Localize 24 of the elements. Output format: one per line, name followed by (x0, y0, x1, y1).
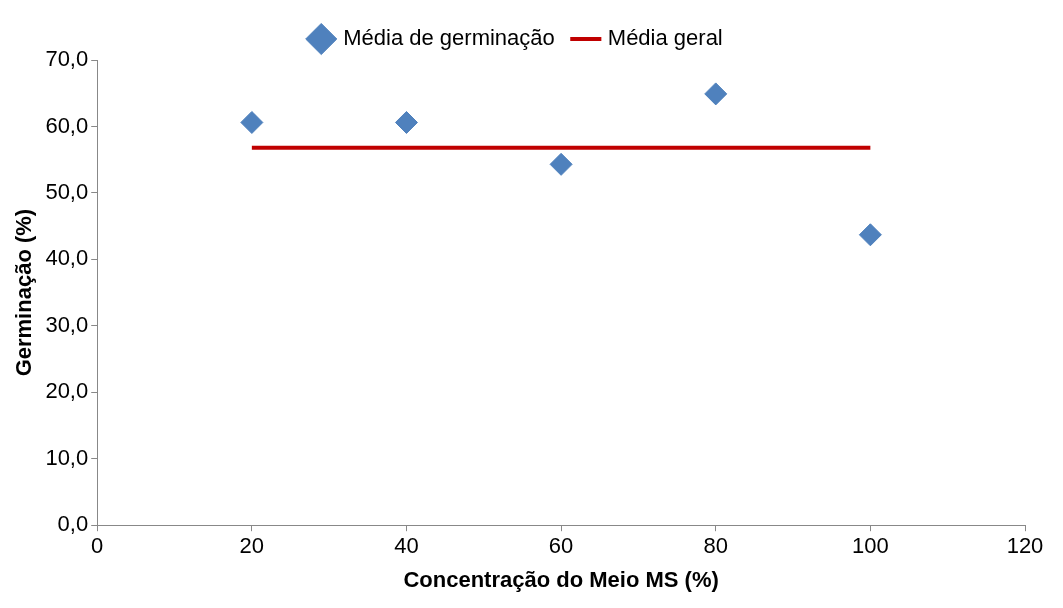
y-axis-title: Germinação (%) (11, 208, 37, 377)
x-tick-label: 60 (548, 533, 574, 559)
x-tick-label: 80 (703, 533, 728, 559)
legend-label: Média de germinação (343, 25, 555, 51)
y-tick-label: 20,0 (45, 378, 89, 404)
y-tick-label: 70,0 (45, 46, 89, 72)
x-axis-title: Concentração do Meio MS (%) (403, 566, 719, 592)
point (394, 110, 418, 134)
y-tick-label: 30,0 (45, 311, 89, 337)
x-tick-label: 120 (1006, 533, 1044, 559)
point (549, 152, 573, 176)
point (240, 110, 264, 134)
point (704, 82, 728, 106)
point (858, 223, 882, 247)
y-tick-label: 50,0 (45, 178, 89, 204)
y-tick-label: 0,0 (57, 511, 89, 537)
y-tick-label: 40,0 (45, 245, 89, 271)
x-tick-label: 0 (91, 533, 104, 559)
y-tick-label: 60,0 (45, 112, 89, 138)
x-tick-label: 100 (852, 533, 889, 559)
x-tick-label: 40 (394, 533, 419, 559)
y-tick-label: 10,0 (45, 444, 89, 470)
legend-label: Média geral (607, 25, 723, 51)
x-tick-label: 20 (239, 533, 265, 559)
